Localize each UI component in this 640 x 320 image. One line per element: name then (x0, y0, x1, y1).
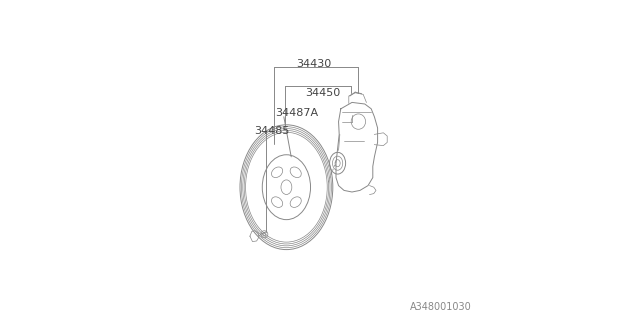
Text: A348001030: A348001030 (410, 302, 472, 312)
Text: 34485: 34485 (254, 126, 290, 136)
Text: 34430: 34430 (296, 59, 332, 69)
Text: 34450: 34450 (306, 88, 341, 98)
Text: 34487A: 34487A (275, 108, 318, 118)
